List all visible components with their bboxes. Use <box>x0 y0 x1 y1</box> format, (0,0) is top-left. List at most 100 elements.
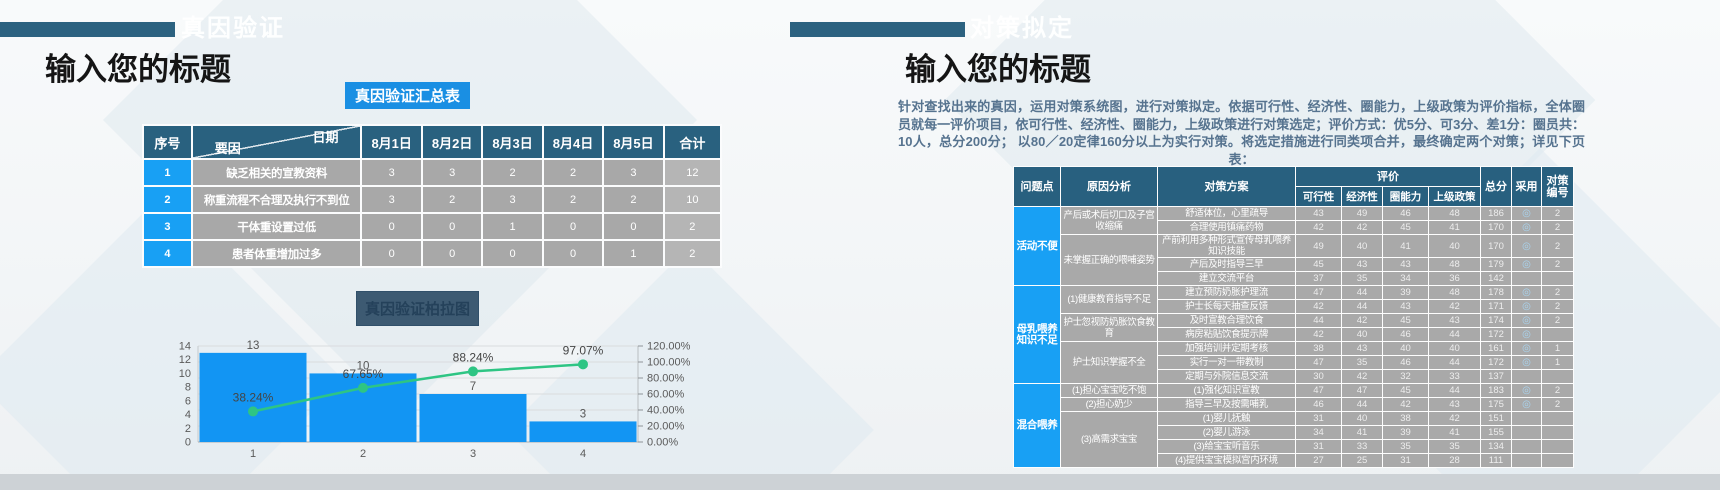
left-axis-tick: 0 <box>185 437 191 449</box>
cell-adopt: ◎ <box>1511 220 1542 235</box>
table-row: 1 缺乏相关的宣教资料 3 3 2 2 3 12 <box>142 158 723 187</box>
cell-score: 39 <box>1382 425 1429 440</box>
cell-score: 48 <box>1428 285 1481 300</box>
cell-score: 44 <box>1341 397 1383 412</box>
cell-adopt: ◎ <box>1511 383 1542 398</box>
cell-score: 40 <box>1341 411 1383 426</box>
cell-number: 1 <box>1541 355 1574 370</box>
cell-value: 0 <box>481 239 544 268</box>
pareto-chart: 024681012140.00%20.00%40.00%60.00%80.00%… <box>179 340 691 460</box>
cell-score: 45 <box>1295 257 1342 272</box>
cell-total: 134 <box>1480 439 1512 454</box>
header-total: 总分 <box>1480 166 1512 207</box>
x-axis-tick: 1 <box>250 448 256 460</box>
cell-score: 48 <box>1428 206 1481 221</box>
cell-total: 10 <box>662 185 723 214</box>
cell-score: 40 <box>1341 327 1383 342</box>
cell-number: 2 <box>1541 206 1574 221</box>
cell-adopt: ◎ <box>1511 299 1542 314</box>
cell-score: 45 <box>1382 313 1429 328</box>
section-tab-label: 对策拟定 <box>970 15 1074 42</box>
cell-number: 1 <box>1541 341 1574 356</box>
cell-score: 43 <box>1341 341 1383 356</box>
cell-score: 44 <box>1341 285 1383 300</box>
left-axis-tick: 2 <box>185 423 191 435</box>
cell-total: 161 <box>1480 341 1512 356</box>
cell-score: 42 <box>1382 397 1429 412</box>
bar-value-label: 10 <box>357 360 370 372</box>
cell-score: 49 <box>1341 206 1383 221</box>
cell-cause: 护士忽视防奶胀饮食教育 <box>1060 313 1158 342</box>
cell-value: 3 <box>602 158 665 187</box>
cell-score: 40 <box>1341 234 1383 258</box>
cell-plan: 加强培训并定期考核 <box>1157 341 1296 356</box>
cell-score: 45 <box>1382 220 1429 235</box>
cell-number <box>1541 369 1574 384</box>
table-row: 产后及时指导三早 45 43 43 48 179 ◎ 2 <box>1014 257 1574 272</box>
header-date-3: 8月3日 <box>481 124 544 160</box>
cell-score: 44 <box>1341 299 1383 314</box>
cell-score: 42 <box>1341 313 1383 328</box>
cell-total: 137 <box>1480 369 1512 384</box>
header-date-5: 8月5日 <box>602 124 665 160</box>
subheader-feasibility: 可行性 <box>1295 186 1342 207</box>
cell-total: 174 <box>1480 313 1512 328</box>
cell-score: 36 <box>1428 271 1481 286</box>
cell-cause: 患者体重增加过多 <box>190 239 363 268</box>
table-row: (4)提供宝宝模拟宫内环境 27 25 31 28 111 <box>1014 453 1574 468</box>
slide-1[interactable]: 真因验证 输入您的标题 真因验证汇总表 序号 日期 要因 8月1日 8月2日 <box>0 0 770 490</box>
cell-plan: (2)婴儿游泳 <box>1157 425 1296 440</box>
table-row: 2 称重流程不合理及执行不到位 3 2 3 2 2 10 <box>142 185 723 214</box>
cell-problem: 母乳喂养知识不足 <box>1013 285 1061 384</box>
cell-value: 2 <box>541 185 605 214</box>
cell-adopt: ◎ <box>1511 341 1542 356</box>
cell-score: 43 <box>1382 299 1429 314</box>
cell-score: 43 <box>1428 397 1481 412</box>
cell-score: 41 <box>1428 220 1481 235</box>
line-marker <box>578 359 588 370</box>
cell-cause: (2)担心奶少 <box>1060 397 1158 412</box>
cell-score: 41 <box>1382 234 1429 258</box>
cell-cause: (1)担心宝宝吃不饱 <box>1060 383 1158 398</box>
cell-total: 172 <box>1480 327 1512 342</box>
subheader-economy: 经济性 <box>1341 186 1383 207</box>
section-bar <box>790 22 965 37</box>
cell-score: 42 <box>1295 327 1342 342</box>
cell-score: 47 <box>1341 383 1383 398</box>
cell-cause: 护士知识掌握不全 <box>1060 341 1158 384</box>
cell-plan: 护士长每天抽查反馈 <box>1157 299 1296 314</box>
cell-serial: 4 <box>142 239 193 268</box>
cell-score: 34 <box>1295 425 1342 440</box>
cell-total: 142 <box>1480 271 1512 286</box>
cell-number <box>1541 453 1574 468</box>
table-title-badge: 真因验证汇总表 <box>345 82 471 109</box>
cell-adopt: ◎ <box>1511 355 1542 370</box>
cell-value: 3 <box>360 185 423 214</box>
subheader-policy: 上级政策 <box>1428 186 1481 207</box>
cell-score: 46 <box>1382 327 1429 342</box>
cell-plan: 指导三早及按需哺乳 <box>1157 397 1296 412</box>
header-evaluation: 评价 <box>1295 166 1481 187</box>
right-axis-tick: 0.00% <box>647 437 678 449</box>
cell-number <box>1541 411 1574 426</box>
header-number: 对策编号 <box>1541 166 1574 207</box>
cell-serial: 1 <box>142 158 193 187</box>
cell-total: 172 <box>1480 355 1512 370</box>
cell-value: 1 <box>481 212 544 241</box>
cell-score: 44 <box>1428 355 1481 370</box>
cell-score: 44 <box>1428 327 1481 342</box>
slide-2[interactable]: 对策拟定 输入您的标题 针对查找出来的真因，运用对策系统图，进行对策拟定。依据可… <box>770 0 1720 490</box>
cell-serial: 3 <box>142 212 193 241</box>
cell-value: 2 <box>602 185 665 214</box>
cell-total: 186 <box>1480 206 1512 221</box>
header-date-1: 8月1日 <box>360 124 423 160</box>
table-row: 未掌握正确的喂哺姿势 产前利用多种形式宣传母乳喂养知识技能 49 40 41 40 170 ◎… <box>1014 234 1574 286</box>
table-row: 母乳喂养知识不足 (1)健康教育指导不足 建立预防奶胀护理流 47 44 39 48 178 ◎… <box>1013 285 1574 384</box>
table-row: (3)高需求宝宝 (1)婴儿抚触 31 40 38 42 151 <box>1014 411 1574 468</box>
cell-total: 178 <box>1480 285 1512 300</box>
cell-plan: (1)强化知识宣教 <box>1157 383 1296 398</box>
diagonal-line <box>193 127 360 157</box>
cell-cause: 称重流程不合理及执行不到位 <box>190 185 363 214</box>
header-plan: 对策方案 <box>1157 166 1296 207</box>
